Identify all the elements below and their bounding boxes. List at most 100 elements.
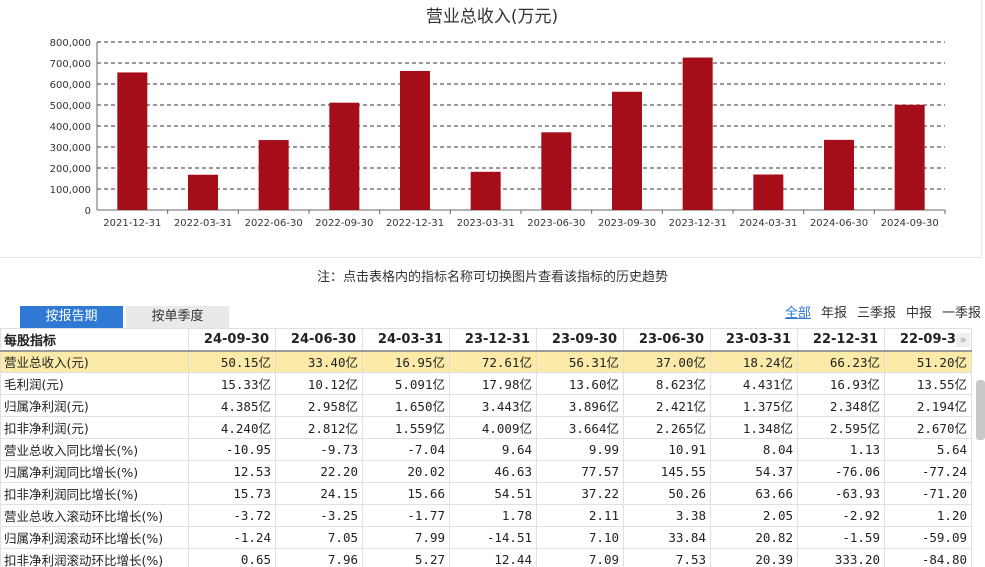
metric-value: 15.33亿: [188, 372, 276, 395]
x-tick-label: 2023-09-30: [598, 218, 656, 229]
metric-value: 1.78: [449, 504, 537, 527]
filter-annual[interactable]: 年报: [820, 306, 847, 321]
metric-value: 13.55亿: [884, 372, 972, 395]
tab-by-single-quarter[interactable]: 按单季度: [126, 306, 229, 328]
metric-value: 2.958亿: [275, 394, 363, 417]
metric-value: 54.37: [710, 460, 798, 483]
metric-value: 22.20: [275, 460, 363, 483]
y-tick-label: 300,000: [50, 143, 91, 154]
x-tick-label: 2022-12-31: [386, 218, 444, 229]
metric-name[interactable]: 扣非净利润(元): [0, 416, 189, 439]
metric-value: -84.80: [884, 548, 972, 567]
metric-value: -14.51: [449, 526, 537, 549]
metric-value: -3.72: [188, 504, 276, 527]
x-tick-label: 2021-12-31: [103, 218, 161, 229]
financial-table-container: 每股指标 24-09-30 24-06-30 24-03-31 23-12-31…: [0, 328, 972, 567]
metric-value: 33.40亿: [275, 350, 363, 373]
tab-by-report-period[interactable]: 按报告期: [20, 306, 123, 328]
period-tabs: 按报告期 按单季度: [20, 306, 229, 328]
metric-value: 9.99: [536, 438, 624, 461]
metric-value: 15.66: [362, 482, 450, 505]
metric-value: 2.11: [536, 504, 624, 527]
x-tick-label: 2024-06-30: [810, 218, 868, 229]
metric-value: 4.385亿: [188, 394, 276, 417]
metric-value: 72.61亿: [449, 350, 537, 373]
metric-name[interactable]: 毛利润(元): [0, 372, 189, 395]
more-columns-icon[interactable]: »: [956, 333, 970, 347]
bar: [894, 104, 925, 210]
x-tick-label: 2024-03-31: [739, 218, 797, 229]
metric-value: 3.896亿: [536, 394, 624, 417]
y-tick-label: 0: [85, 206, 91, 217]
metric-value: 7.96: [275, 548, 363, 567]
filter-interim[interactable]: 中报: [905, 306, 932, 321]
metric-name[interactable]: 营业总收入(元): [0, 350, 189, 373]
metric-name[interactable]: 归属净利润同比增长(%): [0, 460, 189, 483]
metric-value: 33.84: [623, 526, 711, 549]
financial-table: 每股指标 24-09-30 24-06-30 24-03-31 23-12-31…: [0, 328, 972, 567]
metric-value: 37.22: [536, 482, 624, 505]
filter-q3[interactable]: 三季报: [856, 306, 896, 321]
metric-value: -10.95: [188, 438, 276, 461]
bar: [188, 174, 218, 210]
header-period: 24-03-31: [362, 328, 450, 352]
metric-value: 50.15亿: [188, 350, 276, 373]
metric-value: 0.65: [188, 548, 276, 567]
x-tick-label: 2024-09-30: [881, 218, 939, 229]
x-tick-label: 2022-03-31: [174, 218, 232, 229]
metric-value: 1.13: [797, 438, 885, 461]
header-period: 24-09-30: [188, 328, 276, 352]
bar: [329, 102, 360, 210]
bar-chart-svg: 营业总收入(万元) 0 100,000 200,000 300,000 400,000 50…: [50, 7, 946, 229]
metric-value: 54.51: [449, 482, 537, 505]
metric-value: 9.64: [449, 438, 537, 461]
metric-value: 66.23亿: [797, 350, 885, 373]
metric-value: 5.091亿: [362, 372, 450, 395]
metric-value: 2.194亿: [884, 394, 972, 417]
y-tick-label: 700,000: [50, 59, 91, 70]
metric-value: -76.06: [797, 460, 885, 483]
table-row: 营业总收入(元) 50.15亿 33.40亿 16.95亿 72.61亿 56.31亿 37…: [0, 350, 972, 373]
metric-value: 16.95亿: [362, 350, 450, 373]
metric-value: 2.265亿: [623, 416, 711, 439]
table-row: 归属净利润滚动环比增长(%) -1.24 7.05 7.99 -14.51 7.10 33.…: [0, 526, 972, 549]
bar: [824, 139, 854, 210]
metric-value: -1.59: [797, 526, 885, 549]
metric-value: 16.93亿: [797, 372, 885, 395]
bar: [117, 72, 148, 210]
table-row: 扣非净利润滚动环比增长(%) 0.65 7.96 5.27 12.44 7.09 7.53 2…: [0, 548, 972, 567]
metric-value: 1.348亿: [710, 416, 798, 439]
header-period: 23-06-30: [623, 328, 711, 352]
metric-value: 8.04: [710, 438, 798, 461]
y-tick-label: 400,000: [50, 122, 91, 133]
metric-name[interactable]: 营业总收入同比增长(%): [0, 438, 189, 461]
metric-value: -59.09: [884, 526, 972, 549]
metric-value: 3.664亿: [536, 416, 624, 439]
metric-name[interactable]: 扣非净利润滚动环比增长(%): [0, 548, 189, 567]
metric-value: 333.20: [797, 548, 885, 567]
report-type-filters: 全部 年报 三季报 中报 一季报: [775, 302, 981, 321]
filter-all[interactable]: 全部: [784, 306, 811, 321]
metric-name[interactable]: 扣非净利润同比增长(%): [0, 482, 189, 505]
chart-note: 注：点击表格内的指标名称可切换图片查看该指标的历史趋势: [316, 270, 668, 285]
metric-value: -9.73: [275, 438, 363, 461]
metric-value: 63.66: [710, 482, 798, 505]
metric-value: -3.25: [275, 504, 363, 527]
y-tick-label: 600,000: [50, 80, 91, 91]
metric-value: 2.348亿: [797, 394, 885, 417]
metric-value: 2.05: [710, 504, 798, 527]
table-row: 营业总收入滚动环比增长(%) -3.72 -3.25 -1.77 1.78 2.11 3.3…: [0, 504, 972, 527]
metric-value: -1.77: [362, 504, 450, 527]
header-period: 22-09-30: [884, 328, 972, 352]
filter-q1[interactable]: 一季报: [941, 306, 981, 321]
metric-name[interactable]: 归属净利润(元): [0, 394, 189, 417]
chart-title: 营业总收入(万元): [426, 7, 558, 27]
x-tick-label: 2023-03-31: [457, 218, 515, 229]
x-tick-label: 2022-06-30: [245, 218, 303, 229]
scrollbar-thumb[interactable]: [976, 380, 985, 440]
metric-value: -63.93: [797, 482, 885, 505]
metric-value: 1.559亿: [362, 416, 450, 439]
metric-name[interactable]: 营业总收入滚动环比增长(%): [0, 504, 189, 527]
metric-name[interactable]: 归属净利润滚动环比增长(%): [0, 526, 189, 549]
metric-value: 1.20: [884, 504, 972, 527]
